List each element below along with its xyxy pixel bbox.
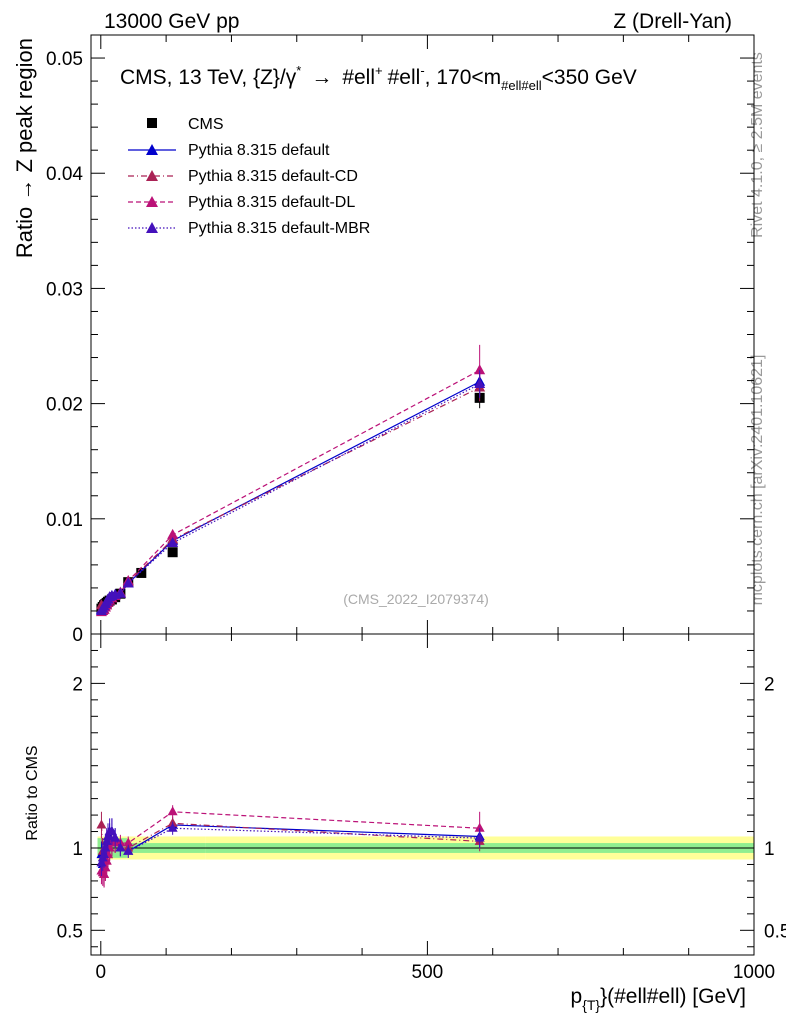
top-series-group: [95, 344, 486, 617]
ratio-point: [123, 845, 134, 855]
legend-marker-cd: [146, 170, 158, 181]
top-ytick-label: 0.03: [46, 279, 83, 300]
legend-label-dl: Pythia 8.315 default-DL: [188, 194, 355, 211]
mc-point: [167, 528, 179, 539]
top-ytick-label: 0: [72, 625, 83, 646]
top-ytick-label: 0.02: [46, 395, 83, 416]
mc-point: [114, 587, 126, 598]
mc-point: [167, 536, 179, 547]
ratio-point: [110, 832, 121, 842]
mc-point: [474, 364, 486, 375]
title-main: CMS, 13 TeV, {Z}/γ: [120, 66, 297, 89]
bottom-ytick-label-right: 1: [764, 839, 775, 860]
legend: CMS Pythia 8.315 default Pythia 8.315 de…: [128, 116, 370, 237]
title-lep1: #ell: [342, 66, 375, 89]
cms-point: [167, 547, 178, 558]
title-range-start: , 170<m: [425, 66, 501, 89]
top-title: CMS, 13 TeV, {Z}/γ* → #ell+ #ell-, 170<m#el…: [120, 63, 637, 93]
legend-label-default: Pythia 8.315 default: [188, 142, 330, 159]
title-sup-plus: +: [375, 63, 383, 78]
xlabel-p: p: [571, 985, 583, 1008]
xlabel-sub: {T}: [582, 997, 600, 1013]
bottom-axis-ticks: 0.5 0.5 1 1 2 2 0 500 1000: [57, 634, 786, 983]
bottom-ylabel: Ratio to CMS: [24, 745, 41, 840]
legend-label-mbr: Pythia 8.315 default-MBR: [188, 220, 370, 237]
top-axis-ticks: 0 0.01 0.02 0.03 0.04 0.05: [46, 34, 755, 646]
xtick-label: 1000: [733, 962, 775, 983]
top-series-line: [101, 381, 480, 611]
mc-point: [122, 577, 134, 588]
title-sub-ll: #ell#ell: [501, 78, 542, 93]
top-ytick-label: 0.05: [46, 49, 83, 70]
ratio-point: [167, 822, 178, 832]
ratio-point: [167, 806, 178, 816]
top-ylabel: Ratio → Z peak region: [12, 38, 37, 258]
title-sup-minus: -: [420, 63, 424, 78]
legend-marker-default: [146, 144, 158, 155]
legend-marker-cms: [147, 118, 157, 128]
title-arrow: →: [311, 66, 332, 89]
top-ytick-label: 0.01: [46, 510, 83, 531]
top-series-line: [100, 386, 480, 612]
bottom-series-group: [96, 805, 485, 888]
ratio-point: [106, 826, 117, 836]
top-series-line: [100, 383, 480, 612]
ratio-point: [474, 822, 485, 832]
title-sup-star: *: [296, 63, 301, 78]
legend-marker-dl: [146, 196, 158, 207]
header-right: Z (Drell-Yan): [613, 10, 732, 33]
bottom-ytick-label: 2: [72, 674, 83, 695]
mc-point: [474, 378, 486, 389]
ratio-point: [115, 842, 126, 852]
top-ytick-label: 0.04: [46, 164, 83, 185]
cms-point: [136, 567, 147, 578]
ratio-point: [96, 819, 107, 829]
rivet-label: Rivet 4.1.0, ≥ 2.5M events: [749, 52, 766, 238]
bottom-ytick-label-right: 0.5: [764, 921, 786, 942]
bottom-frame: [90, 633, 755, 956]
legend-marker-mbr: [146, 222, 158, 233]
title-range-end: <350 GeV: [542, 66, 637, 89]
mcplots-label: mcplots.cern.ch [arXiv:2401.10621]: [749, 355, 766, 606]
xlabel-rest: }(#ell#ell) [GeV]: [600, 985, 746, 1008]
bottom-ytick-label-right: 2: [764, 674, 775, 695]
legend-label-cms: CMS: [188, 116, 224, 133]
title-lep2: #ell: [388, 66, 421, 89]
ratio-point: [102, 830, 113, 840]
analysis-id: (CMS_2022_I2079374): [343, 591, 489, 607]
bottom-ytick-label: 0.5: [57, 921, 83, 942]
ratio-point: [474, 832, 485, 842]
xtick-label: 0: [96, 962, 107, 983]
xtick-label: 500: [412, 962, 444, 983]
top-panel: Ratio → Z peak region CMS, 13 TeV, {Z}/γ…: [12, 34, 755, 646]
ratio-point: [99, 849, 110, 859]
xlabel: p{T}}(#ell#ell) [GeV]: [571, 985, 747, 1013]
bottom-ytick-label: 1: [72, 839, 83, 860]
bottom-panel: Ratio to CMS 0.5 0.5 1 1 2 2 0 500 1000 p{T}}(#e…: [24, 633, 786, 1013]
ratio-point: [123, 837, 134, 847]
header-left: 13000 GeV pp: [104, 10, 239, 33]
legend-label-cd: Pythia 8.315 default-CD: [188, 168, 358, 185]
top-series-line: [101, 369, 480, 613]
